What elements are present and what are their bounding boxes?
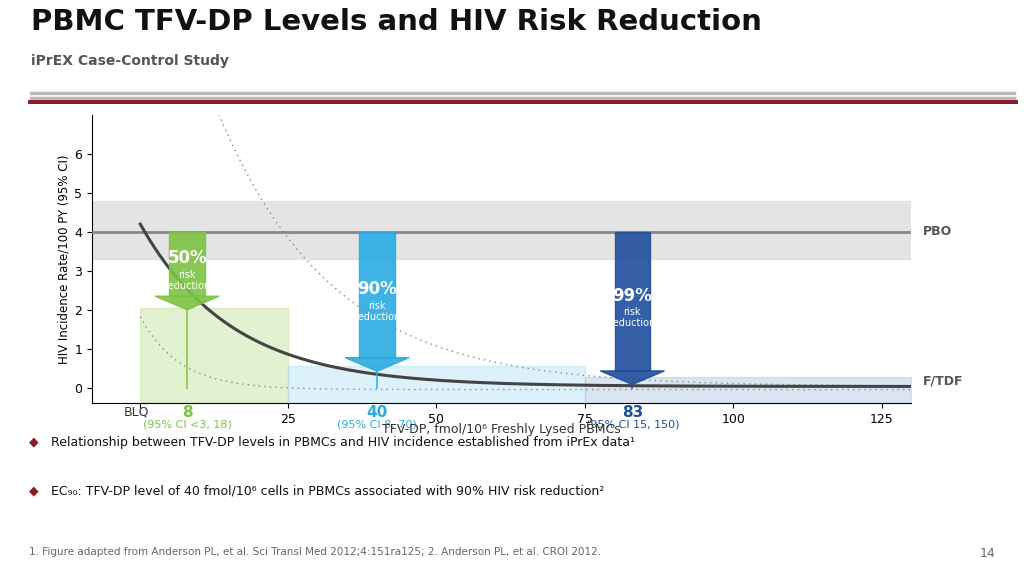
Text: risk
reduction: risk reduction [354, 301, 400, 321]
Text: iPrEX Case-Control Study: iPrEX Case-Control Study [31, 54, 228, 68]
Text: 99%: 99% [612, 287, 652, 305]
Polygon shape [155, 296, 219, 310]
Bar [359, 232, 395, 358]
Text: risk
reduction: risk reduction [164, 270, 210, 291]
Text: 1. Figure adapted from Anderson PL, et al. Sci Transl Med 2012;4:151ra125; 2. An: 1. Figure adapted from Anderson PL, et a… [29, 547, 601, 557]
Text: 40: 40 [367, 405, 388, 420]
Text: 14: 14 [980, 547, 995, 560]
Text: PBO: PBO [924, 225, 952, 238]
Text: F/TDF: F/TDF [924, 374, 964, 387]
Polygon shape [600, 371, 665, 385]
Text: risk
reduction: risk reduction [609, 308, 655, 328]
Text: BLQ: BLQ [124, 405, 150, 418]
Text: PBMC TFV-DP Levels and HIV Risk Reduction: PBMC TFV-DP Levels and HIV Risk Reductio… [31, 8, 762, 36]
Bar [92, 201, 911, 259]
Text: 50%: 50% [167, 249, 207, 267]
Bar [614, 232, 650, 371]
Text: (95% CI <3, 18): (95% CI <3, 18) [142, 420, 231, 430]
Text: ◆: ◆ [29, 484, 38, 497]
Polygon shape [345, 358, 410, 372]
Text: (95% CI 15, 150): (95% CI 15, 150) [586, 420, 679, 430]
Text: 8: 8 [182, 405, 193, 420]
Text: Relationship between TFV-DP levels in PBMCs and HIV incidence established from i: Relationship between TFV-DP levels in PB… [51, 435, 635, 449]
Text: (95% CI 8, 70): (95% CI 8, 70) [337, 420, 417, 430]
Y-axis label: HIV Incidence Rate/100 PY (95% CI): HIV Incidence Rate/100 PY (95% CI) [57, 154, 71, 364]
Text: 83: 83 [622, 405, 643, 420]
Text: TFV-DP, fmol/10⁶ Freshly Lysed PBMCs: TFV-DP, fmol/10⁶ Freshly Lysed PBMCs [382, 423, 622, 437]
Text: EC₉₀: TFV-DP level of 40 fmol/10⁶ cells in PBMCs associated with 90% HIV risk re: EC₉₀: TFV-DP level of 40 fmol/10⁶ cells … [51, 484, 604, 497]
Bar [169, 232, 205, 296]
Text: ◆: ◆ [29, 435, 38, 449]
Text: 90%: 90% [357, 280, 397, 298]
